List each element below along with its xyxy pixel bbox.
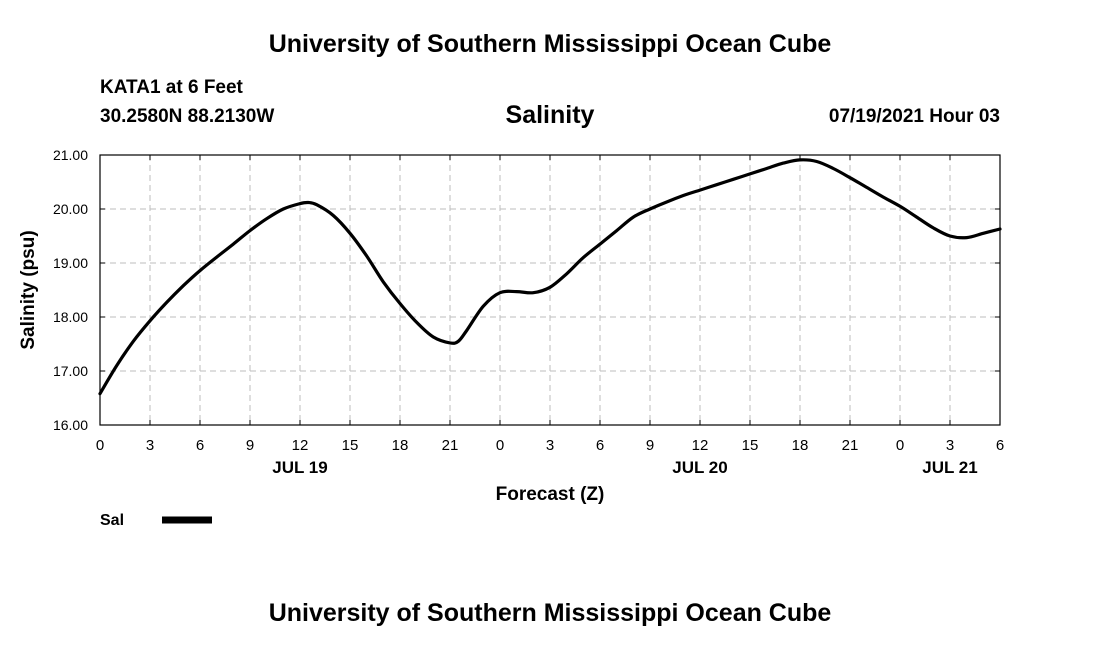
x-tick-label: 3 — [146, 437, 154, 454]
legend-label: Sal — [100, 512, 124, 529]
x-tick-label: 15 — [742, 437, 759, 454]
x-tick-label: 9 — [646, 437, 654, 454]
page-title: University of Southern Mississippi Ocean… — [268, 30, 832, 58]
x-tick-label: 6 — [996, 437, 1004, 454]
x-tick-label: 18 — [392, 437, 409, 454]
y-tick-label: 20.00 — [53, 201, 88, 217]
x-tick-label: 12 — [692, 437, 709, 454]
forecast-run-time: 07/19/2021 Hour 03 — [828, 106, 1000, 127]
x-tick-label: 15 — [342, 437, 359, 454]
x-tick-label: 3 — [546, 437, 554, 454]
x-tick-label: 9 — [246, 437, 254, 454]
x-tick-label: 21 — [842, 437, 859, 454]
footer-title: University of Southern Mississippi Ocean… — [268, 599, 832, 627]
x-tick-label: 21 — [442, 437, 459, 454]
series-line-sal — [98, 158, 1002, 396]
x-tick-label: 6 — [596, 437, 604, 454]
x-tick-label: 6 — [196, 437, 204, 454]
x-axis-label: Forecast (Z) — [496, 484, 605, 505]
x-tick-label: 0 — [496, 437, 504, 454]
y-tick-label: 19.00 — [53, 255, 88, 271]
y-tick-label: 18.00 — [53, 309, 88, 325]
x-tick-label: 18 — [792, 437, 809, 454]
station-name: KATA1 at 6 Feet — [100, 77, 243, 98]
date-label: JUL 20 — [672, 458, 727, 477]
x-tick-label: 0 — [96, 437, 104, 454]
date-label: JUL 19 — [272, 458, 327, 477]
y-tick-label: 16.00 — [53, 417, 88, 433]
y-axis-label: Salinity (psu) — [18, 230, 39, 349]
x-tick-label: 3 — [946, 437, 954, 454]
y-tick-label: 21.00 — [53, 147, 88, 163]
chart-title: Salinity — [505, 101, 595, 129]
station-coordinates: 30.2580N 88.2130W — [100, 106, 275, 127]
plot-frame — [99, 154, 1001, 426]
date-label: JUL 21 — [922, 458, 977, 477]
y-tick-label: 17.00 — [53, 363, 88, 379]
x-tick-label: 0 — [896, 437, 904, 454]
x-tick-label: 12 — [292, 437, 309, 454]
